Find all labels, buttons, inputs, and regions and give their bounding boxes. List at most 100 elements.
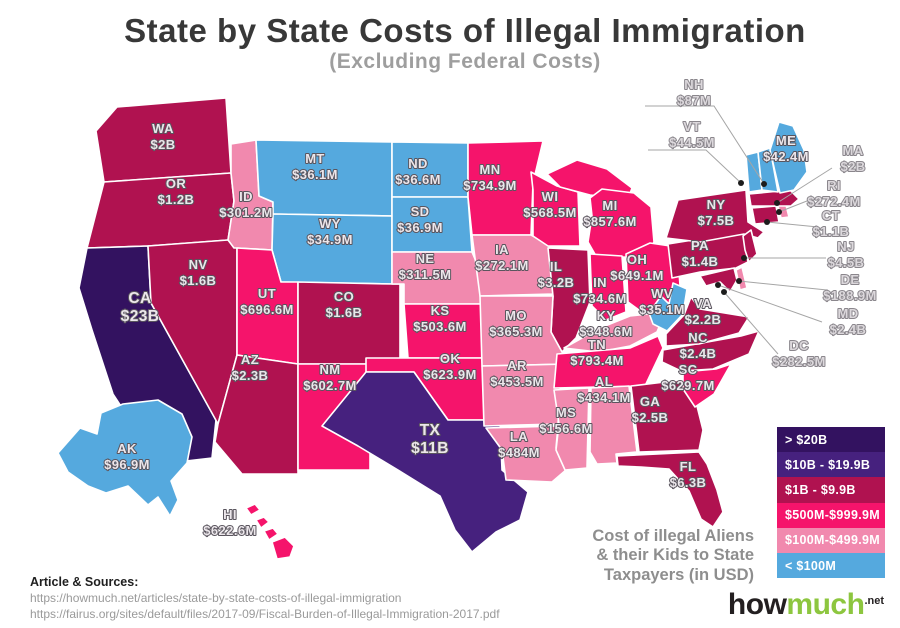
callout-line-DE [738,280,828,291]
state-CO [297,281,401,365]
state-label-OR: OR $1.2B [158,176,195,207]
state-label-MN: MN $734.9M [463,162,516,193]
state-VA [665,296,750,347]
legend-item-10b-19b: $10B - $19.9B [777,452,885,478]
logo-much: much [786,588,865,621]
state-label-MS: MS $156.6M [539,405,592,436]
callout-label-NJ: NJ $4.5B [828,239,865,270]
callout-line-DC [723,291,779,355]
state-label-IN: IN $734.6M [573,275,626,306]
callout-label-MA: MA $2B [840,143,865,174]
source-url-2[interactable]: https://fairus.org/sites/default/files/2… [30,606,500,621]
state-label-ID: ID $301.2M [219,189,272,220]
state-label-TX: TX $11B [411,422,449,457]
legend-label: $500M-$999.9M [785,508,880,523]
state-label-IA: IA $272.1M [475,242,528,273]
source-url-1[interactable]: https://howmuch.net/articles/state-by-st… [30,590,402,605]
legend-item-1b-9b: $1B - $9.9B [777,477,885,503]
marker-dot-MA [774,200,780,206]
state-AK [57,399,193,517]
legend-item-lt100m: < $100M [777,552,885,579]
marker-dot-DC [721,289,727,295]
state-label-SC: SC $629.7M [661,362,714,393]
state-label-GA: GA $2.5B [632,394,669,425]
state-label-LA: LA $484M [498,429,540,460]
marker-dot-VT [738,180,744,186]
state-WV [648,282,688,332]
legend-item-500m-999m: $500M-$999.9M [777,502,885,528]
state-HI [245,503,295,560]
callout-line-NH [645,105,765,185]
callout-line-MA [776,167,833,204]
legend-item-gt20b: > $20B [777,427,885,453]
state-label-KY: KY $348.6M [579,308,632,339]
legend-label: > $20B [785,432,828,447]
state-OR [86,172,235,249]
caption-line: Cost of illegal Aliens [592,527,754,545]
page-title: State by State Costs of Illegal Immigrat… [124,12,806,49]
callout-line-CT [766,221,819,228]
callout-lines [645,105,833,355]
callout-line-MD [717,284,823,323]
state-label-AR: AR $453.5M [490,358,543,389]
state-TN [553,335,664,389]
state-MA [748,189,800,207]
caption-line: Taxpayers (in USD) [603,565,754,584]
callout-label-CT: CT $1.1B [813,208,850,239]
state-FL [616,451,724,528]
state-label-MT: MT $36.1M [292,151,338,182]
state-NY [665,189,765,243]
state-label-ND: ND $36.6M [395,156,441,187]
page-subtitle: (Excluding Federal Costs) [329,50,601,73]
state-labels: WA $2B OR $1.2B CA $23B NV $1.6B ID $301.2M M… [103,120,809,539]
legend-label: $100M-$499.9M [785,533,880,548]
legend-item-100m-499m: $100M-$499.9M [777,527,885,553]
marker-dot-NJ [741,255,747,261]
state-label-CA: CA $23B [121,290,160,325]
legend-label: $10B - $19.9B [785,457,871,472]
state-label-IL: IL $3.2B [538,259,575,290]
state-WA [95,97,232,183]
state-shapes [57,97,808,560]
legend-label: $1B - $9.9B [785,482,856,497]
state-label-CO: CO $1.6B [326,289,363,320]
state-label-NE: NE $311.5M [399,251,452,282]
legend: > $20B $10B - $19.9B $1B - $9.9B $500M-$… [777,427,885,579]
state-NC [661,330,760,372]
callout-labels: NH $87M VT $44.5M MA $2B RI $272.4M CT $1.1B … [668,76,877,370]
state-label-VA: VA $2.2B [685,296,722,327]
marker-dot-MD [715,282,721,288]
state-label-MI: MI $857.6M [583,198,636,229]
state-label-WA: WA $2B [150,121,175,152]
sources-heading: Article & Sources: [30,575,139,589]
state-label-AZ: AZ $2.3B [232,352,269,383]
state-label-TN: TN $793.4M [570,337,623,368]
state-label-ME: ME $42.4M [763,133,809,164]
state-label-AL: AL $434.1M [577,374,630,405]
state-ND [391,141,469,198]
state-label-KS: KS $503.6M [413,303,466,334]
callout-line-VT [648,149,742,184]
callout-line-RI [778,198,813,213]
howmuch-logo[interactable]: howmuch.net [728,588,884,622]
state-label-AK: AK $96.9M [104,441,150,472]
callout-label-DC: DC $282.5M [772,338,825,369]
logo-net: .net [864,595,884,607]
state-TX [321,371,529,553]
state-label-NM: NM $602.7M [303,362,356,393]
state-MS [553,387,590,471]
state-label-PA: PA $1.4B [682,238,719,269]
state-ME [769,121,808,194]
state-label-UT: UT $696.6M [240,286,293,317]
state-AZ [214,354,299,475]
callout-label-NH: NH $87M [677,77,711,108]
state-label-NY: NY $7.5B [698,197,735,228]
state-label-WY: WY $34.9M [307,216,353,247]
sources-block: Article & Sources: https://howmuch.net/a… [30,574,500,623]
marker-dot-CT [764,219,770,225]
state-NH [757,147,779,193]
state-label-NV: NV $1.6B [180,257,217,288]
callout-label-MD: MD $2.4B [830,306,867,337]
state-label-FL: FL $6.3B [670,459,707,490]
